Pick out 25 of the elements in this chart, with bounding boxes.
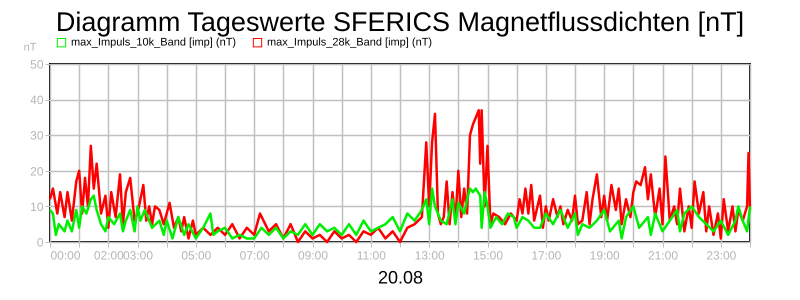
x-tick-label: 15:00 <box>472 248 504 262</box>
x-tick-label: 07:00 <box>240 248 270 262</box>
y-tick-label: 20 <box>30 164 44 178</box>
x-tick-label: 13:00 <box>414 248 446 262</box>
y-tick-label: 30 <box>30 128 44 143</box>
x-axis-title: 20.08 <box>378 268 424 288</box>
x-tick-label: 21:00 <box>648 248 678 262</box>
x-tick-label: 09:00 <box>298 248 328 262</box>
x-tick-label: 02:00 <box>94 248 124 262</box>
x-tick-label: 23:00 <box>706 248 737 262</box>
y-tick-label: 50 <box>30 58 44 72</box>
x-tick-label: 00:00 <box>50 248 81 262</box>
legend-label: max_Impuls_28k_Band [imp] (nT) <box>267 36 432 49</box>
y-tick-label: 40 <box>30 93 44 108</box>
x-tick-label: 11:00 <box>356 248 386 262</box>
x-tick-label: 03:00 <box>122 248 154 262</box>
legend-label: max_Impuls_10k_Band [imp] (nT) <box>71 36 236 49</box>
x-tick-label: 19:00 <box>590 248 620 262</box>
x-tick-label: 05:00 <box>181 248 212 262</box>
chart-title: Diagramm Tageswerte SFERICS Magnetflussdichten [nT] <box>56 7 744 37</box>
y-axis-title: nT <box>24 42 37 54</box>
y-tick-label: 0 <box>36 236 44 250</box>
x-tick-label: 17:00 <box>531 248 562 262</box>
line-series <box>48 187 752 240</box>
y-tick-label: 10 <box>30 200 44 214</box>
